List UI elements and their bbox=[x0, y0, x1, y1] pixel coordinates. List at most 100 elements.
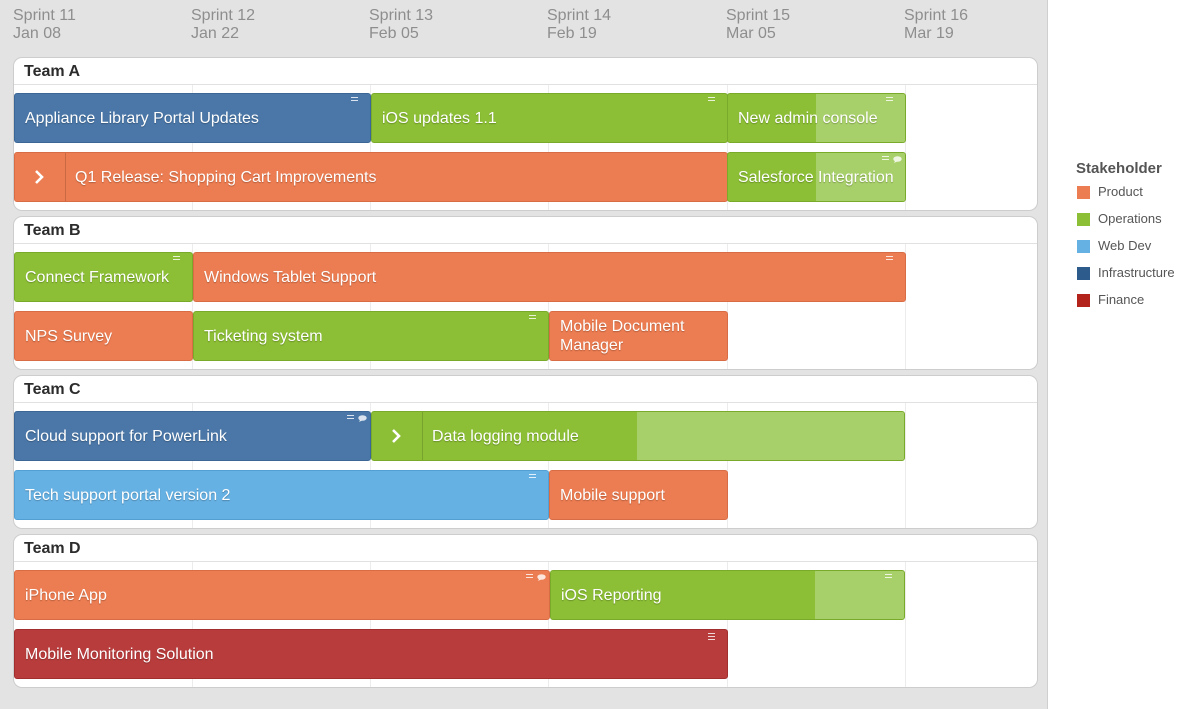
sprint-divider bbox=[905, 85, 906, 210]
roadmap-bar[interactable]: Mobile Document Manager bbox=[549, 311, 728, 361]
sprint-divider bbox=[727, 244, 728, 369]
roadmap-bar[interactable]: Connect Framework bbox=[14, 252, 193, 302]
roadmap-bar[interactable]: Mobile support bbox=[549, 470, 728, 520]
roadmap-bar[interactable]: New admin console bbox=[727, 93, 906, 143]
legend-item: Operations bbox=[1076, 210, 1198, 237]
bar-progress-remaining bbox=[815, 571, 904, 619]
sprint-divider bbox=[548, 244, 549, 369]
menu-icon[interactable] bbox=[708, 633, 715, 643]
roadmap-bar[interactable]: Data logging module bbox=[371, 411, 905, 461]
sprint-date: Jan 08 bbox=[13, 25, 62, 42]
menu-icon[interactable] bbox=[885, 574, 892, 581]
roadmap-bar[interactable]: Cloud support for PowerLink bbox=[14, 411, 371, 461]
roadmap-bar[interactable]: Q1 Release: Shopping Cart Improvements bbox=[14, 152, 728, 202]
sprint-name: Sprint 12 bbox=[191, 7, 256, 24]
team-lane: Team D iPhone App iOS Reporting Mobile M… bbox=[13, 534, 1038, 688]
roadmap-bar[interactable]: Salesforce Integration bbox=[727, 152, 906, 202]
expand-toggle[interactable] bbox=[372, 412, 423, 460]
sprint-divider bbox=[727, 403, 728, 528]
menu-icon[interactable] bbox=[708, 97, 715, 104]
roadmap-bar[interactable]: iPhone App bbox=[14, 570, 550, 620]
sprint-divider bbox=[192, 244, 193, 369]
legend-item: Product bbox=[1076, 183, 1198, 210]
legend-swatch bbox=[1077, 294, 1090, 307]
sprint-divider bbox=[192, 562, 193, 687]
bar-label: iOS updates 1.1 bbox=[382, 109, 497, 127]
roadmap-bar[interactable]: iOS Reporting bbox=[550, 570, 905, 620]
comment-icon[interactable] bbox=[358, 415, 367, 422]
sprint-divider bbox=[370, 562, 371, 687]
legend-swatch bbox=[1077, 213, 1090, 226]
sprint-divider bbox=[370, 85, 371, 210]
sprint-date: Feb 05 bbox=[369, 25, 419, 42]
legend-label: Web Dev bbox=[1098, 238, 1152, 253]
team-header: Team C bbox=[14, 376, 1037, 403]
menu-icon[interactable] bbox=[886, 256, 893, 263]
sprint-header: Sprint 14 Feb 19 bbox=[547, 7, 611, 43]
menu-icon[interactable] bbox=[529, 315, 536, 322]
expand-toggle[interactable] bbox=[15, 153, 66, 201]
sprint-divider bbox=[192, 403, 193, 528]
sprint-name: Sprint 14 bbox=[547, 7, 612, 24]
menu-icon[interactable] bbox=[351, 97, 358, 104]
sprint-name: Sprint 13 bbox=[369, 7, 434, 24]
team-lane: Team B Connect Framework Windows Tablet … bbox=[13, 216, 1038, 370]
bar-progress-remaining bbox=[816, 153, 905, 201]
bar-label: NPS Survey bbox=[25, 327, 113, 345]
bar-label: Ticketing system bbox=[204, 327, 323, 345]
legend-item: Infrastructure bbox=[1076, 264, 1198, 291]
sprint-date: Mar 19 bbox=[904, 25, 954, 42]
bar-label: iPhone App bbox=[25, 586, 107, 604]
legend-swatch bbox=[1077, 186, 1090, 199]
sprint-divider bbox=[905, 244, 906, 369]
bar-label: Mobile Document Manager bbox=[560, 318, 685, 354]
sprint-divider bbox=[548, 85, 549, 210]
sprint-divider bbox=[727, 85, 728, 210]
bar-label: Appliance Library Portal Updates bbox=[25, 109, 259, 127]
menu-icon[interactable] bbox=[886, 97, 893, 104]
team-name: Team A bbox=[24, 63, 81, 80]
team-header: Team B bbox=[14, 217, 1037, 244]
sprint-divider bbox=[548, 403, 549, 528]
roadmap-bar[interactable]: NPS Survey bbox=[14, 311, 193, 361]
roadmap-bar[interactable]: iOS updates 1.1 bbox=[371, 93, 728, 143]
legend-label: Operations bbox=[1098, 211, 1162, 226]
sprint-name: Sprint 16 bbox=[904, 7, 969, 24]
sprint-divider bbox=[370, 244, 371, 369]
bar-label: Salesforce Integration bbox=[738, 168, 894, 186]
sprint-date: Mar 05 bbox=[726, 25, 776, 42]
roadmap-bar[interactable]: Windows Tablet Support bbox=[193, 252, 906, 302]
bar-label: iOS Reporting bbox=[561, 586, 662, 604]
sprint-header: Sprint 12 Jan 22 bbox=[191, 7, 255, 43]
chevron-right-icon bbox=[35, 170, 44, 184]
comment-icon[interactable] bbox=[893, 156, 902, 163]
legend-item: Web Dev bbox=[1076, 237, 1198, 264]
bar-label: Cloud support for PowerLink bbox=[25, 427, 227, 445]
legend-label: Product bbox=[1098, 184, 1143, 199]
legend-item: Finance bbox=[1076, 291, 1198, 318]
roadmap-bar[interactable]: Ticketing system bbox=[193, 311, 549, 361]
legend-label: Infrastructure bbox=[1098, 265, 1175, 280]
roadmap-bar[interactable]: Tech support portal version 2 bbox=[14, 470, 549, 520]
legend-swatch bbox=[1077, 267, 1090, 280]
menu-icon[interactable] bbox=[882, 156, 889, 163]
bar-progress-remaining bbox=[816, 94, 905, 142]
sprint-date: Feb 19 bbox=[547, 25, 597, 42]
sprint-date: Jan 22 bbox=[191, 25, 240, 42]
sprint-divider bbox=[370, 403, 371, 528]
sprint-divider bbox=[727, 562, 728, 687]
menu-icon[interactable] bbox=[526, 574, 533, 581]
roadmap-bar[interactable]: Mobile Monitoring Solution bbox=[14, 629, 728, 679]
menu-icon[interactable] bbox=[347, 415, 354, 422]
team-lane: Team A Appliance Library Portal Updates … bbox=[13, 57, 1038, 211]
sprint-divider bbox=[905, 562, 906, 687]
team-lane: Team C Cloud support for PowerLink Data … bbox=[13, 375, 1038, 529]
legend-title: Stakeholder bbox=[1076, 160, 1162, 177]
menu-icon[interactable] bbox=[173, 256, 180, 263]
legend-label: Finance bbox=[1098, 292, 1145, 307]
bar-label: Data logging module bbox=[432, 427, 579, 445]
roadmap-bar[interactable]: Appliance Library Portal Updates bbox=[14, 93, 371, 143]
menu-icon[interactable] bbox=[529, 474, 536, 481]
comment-icon[interactable] bbox=[537, 574, 546, 581]
bar-label: New admin console bbox=[738, 109, 878, 127]
